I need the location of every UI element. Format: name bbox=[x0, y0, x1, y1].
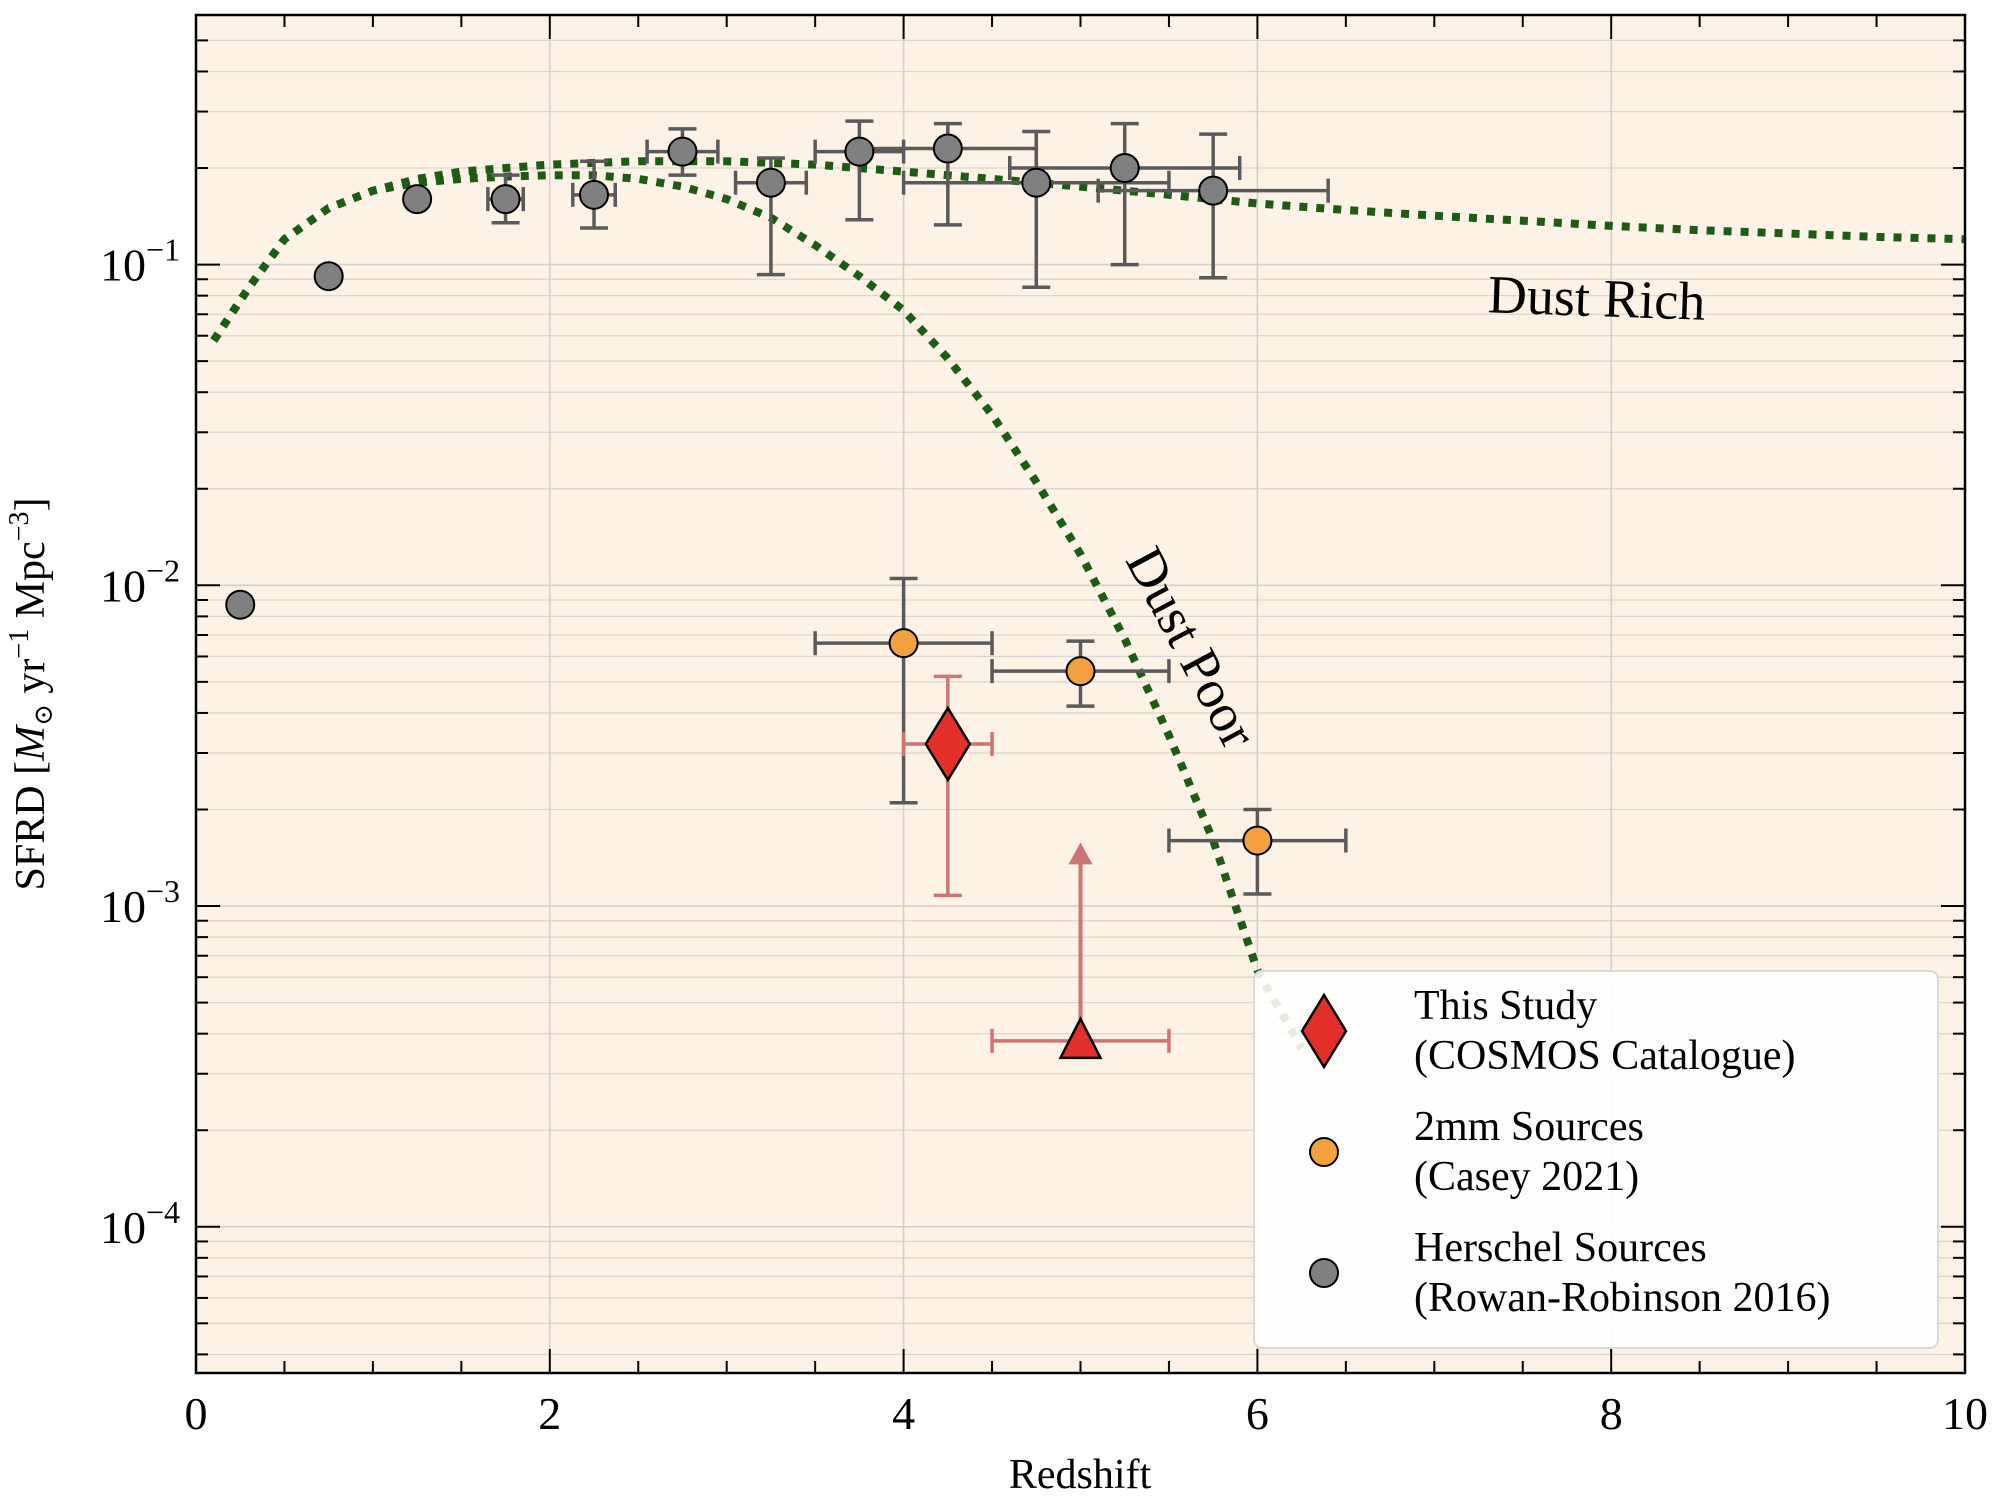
herschel-sources-point bbox=[313, 261, 344, 292]
y-tick-label: 10−1 bbox=[100, 232, 180, 291]
legend-label-2mm-sources: 2mm Sources bbox=[1414, 1104, 1644, 1150]
legend-sublabel-herschel-sources: (Rowan-Robinson 2016) bbox=[1414, 1275, 1830, 1321]
x-axis-title: Redshift bbox=[1009, 1452, 1152, 1498]
x-tick-label: 4 bbox=[892, 1388, 915, 1439]
data-points bbox=[225, 119, 1348, 1060]
x-tick-label: 10 bbox=[1942, 1388, 1988, 1439]
2mm-sources-point bbox=[1065, 656, 1096, 687]
ticks bbox=[195, 15, 1966, 1373]
herschel-sources-point bbox=[1109, 153, 1140, 184]
curve-label-dust-rich: Dust Rich bbox=[1487, 264, 1706, 332]
legend-sublabel-2mm-sources: (Casey 2021) bbox=[1414, 1154, 1639, 1200]
tick-labels: 0 2 4 6 8 10 10−1 10−2 10−3 10−4 bbox=[100, 232, 1988, 1439]
model-curves bbox=[210, 157, 1965, 1051]
legend-marker-2mm-sources bbox=[1309, 1137, 1339, 1167]
legend-sublabel-this-study: (COSMOS Catalogue) bbox=[1414, 1033, 1796, 1079]
y-tick-label: 10−2 bbox=[100, 552, 180, 611]
y-tick-label: 10−4 bbox=[100, 1194, 180, 1253]
herschel-sources-point bbox=[579, 179, 610, 210]
herschel-sources-point bbox=[667, 136, 698, 167]
herschel-sources-point bbox=[1021, 167, 1052, 198]
y-tick-label: 10−3 bbox=[100, 873, 180, 932]
herschel-sources-point bbox=[844, 136, 875, 167]
herschel-sources-point bbox=[755, 167, 786, 198]
x-tick-label: 2 bbox=[538, 1388, 561, 1439]
lower-limit-arrowhead bbox=[1068, 842, 1093, 865]
legend-box bbox=[1253, 970, 1939, 1349]
herschel-sources-point bbox=[932, 133, 963, 164]
this-study-point bbox=[924, 705, 972, 783]
legend-label-herschel-sources: Herschel Sources bbox=[1414, 1225, 1707, 1271]
herschel-sources-point bbox=[402, 184, 433, 215]
x-tick-label: 8 bbox=[1600, 1388, 1623, 1439]
2mm-sources-point bbox=[888, 628, 919, 659]
herschel-sources-point bbox=[225, 589, 256, 620]
legend-marker-herschel-sources bbox=[1309, 1258, 1339, 1288]
2mm-sources-point bbox=[1242, 825, 1273, 856]
x-tick-label: 0 bbox=[185, 1388, 208, 1439]
herschel-sources-point bbox=[490, 184, 521, 215]
this-study-lower-limit-point bbox=[1058, 1016, 1103, 1060]
curve-dust-poor bbox=[210, 171, 1306, 1051]
y-axis-title: SFRD [M⊙ yr−1 Mpc−3] bbox=[4, 498, 58, 891]
legend: This Study(COSMOS Catalogue)2mm Sources(… bbox=[1253, 970, 1939, 1349]
legend-label-this-study: This Study bbox=[1414, 983, 1597, 1029]
x-tick-label: 6 bbox=[1246, 1388, 1269, 1439]
herschel-sources-point bbox=[1198, 175, 1229, 206]
legend-marker-this-study bbox=[1300, 992, 1348, 1070]
